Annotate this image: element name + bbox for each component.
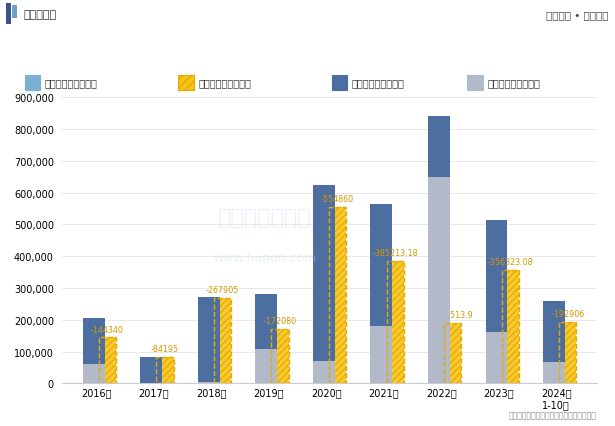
Text: -192906: -192906 xyxy=(551,309,584,318)
Bar xyxy=(428,117,450,383)
Bar xyxy=(156,357,173,383)
Text: -190513.9: -190513.9 xyxy=(432,310,473,319)
Text: 进口总额（千美元）: 进口总额（千美元） xyxy=(352,78,405,88)
Bar xyxy=(99,338,116,383)
Bar xyxy=(559,322,576,383)
Bar xyxy=(444,323,461,383)
Bar xyxy=(156,357,173,383)
Text: -144340: -144340 xyxy=(91,325,124,334)
Bar xyxy=(485,333,507,383)
Bar xyxy=(370,326,392,383)
Bar xyxy=(6,4,11,26)
Text: 2016-2024年10月镇江综合保税区进出口差额: 2016-2024年10月镇江综合保税区进出口差额 xyxy=(181,41,434,57)
FancyBboxPatch shape xyxy=(332,75,347,90)
Text: 华经情报网: 华经情报网 xyxy=(23,10,57,20)
Text: www.huaon.com: www.huaon.com xyxy=(213,251,317,264)
Bar xyxy=(271,329,289,383)
Bar xyxy=(198,298,220,383)
FancyBboxPatch shape xyxy=(467,75,483,90)
Bar xyxy=(543,362,565,383)
Text: 出口总额（千美元）: 出口总额（千美元） xyxy=(487,78,540,88)
Text: -554860: -554860 xyxy=(321,195,354,204)
FancyBboxPatch shape xyxy=(25,75,40,90)
Bar xyxy=(329,207,346,383)
Bar xyxy=(214,299,231,383)
Bar xyxy=(559,322,576,383)
Bar xyxy=(502,271,519,383)
Text: 华经产业研究院: 华经产业研究院 xyxy=(218,208,312,228)
Text: -172080: -172080 xyxy=(264,316,296,325)
Bar xyxy=(255,295,277,383)
Text: 贸易逆差（千美元）: 贸易逆差（千美元） xyxy=(198,78,251,88)
Bar xyxy=(12,6,17,20)
Bar xyxy=(83,318,105,383)
Bar xyxy=(313,185,335,383)
Bar xyxy=(502,271,519,383)
Text: 数据来源：中国海关，华经产业研究院整理: 数据来源：中国海关，华经产业研究院整理 xyxy=(509,411,597,420)
Bar xyxy=(387,261,404,383)
Bar xyxy=(214,299,231,383)
Bar xyxy=(271,329,289,383)
Bar xyxy=(370,204,392,383)
Bar xyxy=(428,177,450,383)
Text: -385213.18: -385213.18 xyxy=(372,248,418,257)
Bar xyxy=(387,261,404,383)
FancyBboxPatch shape xyxy=(178,75,194,90)
Bar xyxy=(140,357,162,383)
Bar xyxy=(313,361,335,383)
Text: -356323.08: -356323.08 xyxy=(488,258,533,267)
Bar xyxy=(255,349,277,383)
Text: -84195: -84195 xyxy=(151,344,179,353)
Bar xyxy=(444,323,461,383)
Bar xyxy=(329,207,346,383)
Text: -267905: -267905 xyxy=(206,286,239,295)
Bar xyxy=(83,364,105,383)
Bar xyxy=(485,220,507,383)
Bar xyxy=(543,301,565,383)
Bar xyxy=(99,338,116,383)
Text: 专业严谨 • 客观科学: 专业严谨 • 客观科学 xyxy=(546,10,609,20)
Text: 贸易顺差（千美元）: 贸易顺差（千美元） xyxy=(44,78,97,88)
